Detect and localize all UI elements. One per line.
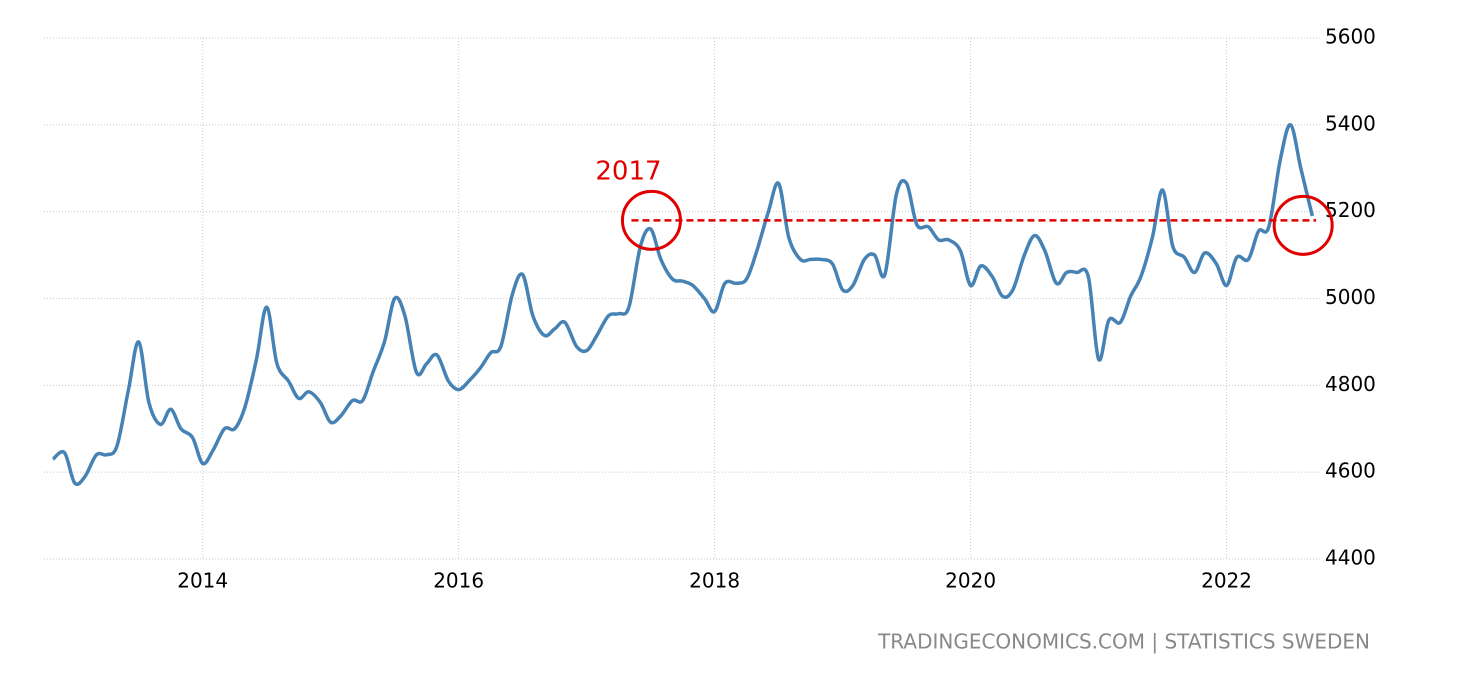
source: TRADINGECONOMICS.COM | STATISTICS SWEDEN (877, 630, 1370, 654)
highlight-circle (620, 189, 682, 251)
y-tick-label: 5600 (1325, 25, 1376, 49)
data-line (51, 123, 1315, 487)
annotation: 2017 (595, 157, 661, 187)
highlight-circle (1272, 194, 1334, 256)
y-tick-label: 4800 (1325, 372, 1376, 396)
y-tick-label: 5200 (1325, 198, 1376, 222)
y-tick-label: 5400 (1325, 111, 1376, 135)
x-tick-label: 2020 (945, 569, 996, 593)
y-tick-label: 4600 (1325, 459, 1376, 483)
x-tick-label: 2014 (177, 569, 228, 593)
y-tick-label: 5000 (1325, 285, 1376, 309)
x-tick-label: 2016 (433, 569, 484, 593)
x-tick-label: 2022 (1201, 569, 1252, 593)
x-tick-label: 2018 (689, 569, 740, 593)
y-tick-label: 4400 (1325, 546, 1376, 570)
